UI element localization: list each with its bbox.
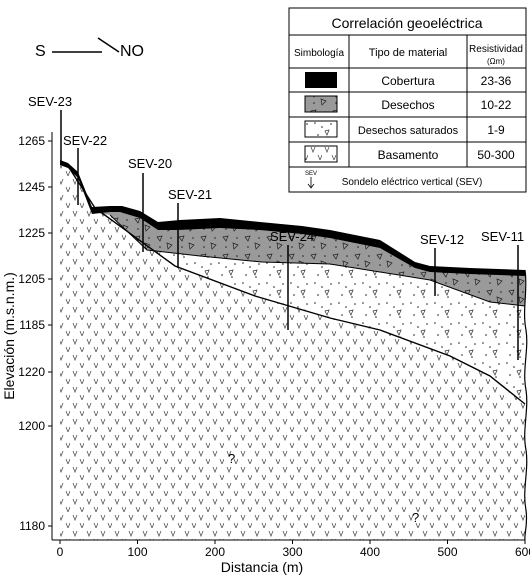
- legend-resistivity: 50-300: [477, 148, 515, 162]
- legend-swatch-desechos-saturados: [304, 120, 338, 138]
- contact-line-middle: [109, 214, 526, 307]
- legend: Correlación geoeléctrica Simbología Tipo…: [288, 7, 527, 193]
- sev-lines: [60, 110, 519, 360]
- sev-label: SEV-12: [420, 232, 464, 247]
- x-tick-label: 600: [515, 545, 530, 559]
- x-tick-label: 0: [57, 545, 64, 559]
- x-tick-label: 300: [282, 545, 302, 559]
- axes: 1265 1245 1225 1205 1185 1220 1200 1180 0 100 200…: [1, 132, 530, 575]
- y-tick-label: 1205: [18, 272, 45, 286]
- direction-northwest-label: NO: [120, 43, 144, 60]
- legend-header-material: Tipo de material: [369, 47, 447, 59]
- y-axis-title: Elevación (m.s.n.m.): [1, 272, 17, 400]
- legend-resistivity: 23-36: [481, 74, 512, 88]
- sev-label: SEV-21: [168, 187, 212, 202]
- question-mark: ?: [228, 451, 235, 466]
- x-axis-title: Distancia (m): [221, 559, 303, 575]
- x-tick-label: 100: [127, 545, 147, 559]
- direction-south-label: S: [35, 43, 46, 60]
- x-tick-label: 500: [437, 545, 457, 559]
- sev-labels: SEV-23 SEV-22 SEV-20 SEV-21 SEV-24 SEV-1…: [28, 94, 524, 247]
- sev-label: SEV-24: [270, 229, 314, 244]
- legend-sev-note: Sondelo eléctrico vertical (SEV): [342, 177, 483, 188]
- layer-desechos-saturados: [92, 208, 525, 404]
- sev-label: SEV-20: [128, 156, 172, 171]
- legend-resistivity: 10-22: [481, 98, 512, 112]
- layer-basamento: [60, 160, 525, 540]
- sev-label: SEV-23: [28, 94, 72, 109]
- y-tick-label: 1220: [18, 365, 45, 379]
- legend-resistivity: 1-9: [487, 123, 505, 137]
- y-tick-label: 1200: [18, 419, 45, 433]
- y-tick-label: 1180: [19, 519, 45, 533]
- legend-swatch-desechos: [304, 95, 338, 113]
- legend-title: Correlación geoeléctrica: [332, 15, 483, 31]
- section-break-line: [523, 269, 528, 541]
- x-tick-label: 200: [205, 545, 225, 559]
- layer-desechos: [92, 210, 525, 306]
- contact-line-lower: [67, 165, 526, 405]
- sev-label: SEV-11: [481, 229, 524, 244]
- legend-header-symbol: Simbología: [294, 48, 344, 59]
- legend-material: Desechos: [381, 98, 434, 112]
- legend-swatch-basamento: [304, 145, 338, 163]
- layer-group: [60, 160, 528, 541]
- question-mark: ?: [412, 510, 419, 525]
- y-tick-label: 1245: [18, 180, 45, 194]
- legend-header-resistivity: Resistividad: [469, 44, 523, 55]
- legend-sev-symbol-text: SEV: [305, 171, 317, 177]
- direction-arrow-icon: [52, 37, 120, 53]
- y-tick-label: 1265: [18, 134, 45, 148]
- y-tick-label: 1185: [19, 318, 45, 332]
- x-axis-ticks: 0 100 200 300 400 500 600: [57, 540, 530, 559]
- sev-arrow-icon: [307, 177, 315, 189]
- legend-header-unit: (Ωm): [487, 57, 505, 66]
- x-tick-label: 400: [360, 545, 380, 559]
- legend-material: Basamento: [378, 148, 439, 162]
- legend-material: Cobertura: [381, 74, 435, 88]
- y-tick-label: 1225: [18, 226, 45, 240]
- legend-material: Desechos saturados: [358, 125, 459, 137]
- sev-label: SEV-22: [63, 133, 107, 148]
- y-axis-ticks: 1265 1245 1225 1205 1185 1220 1200 1180: [18, 134, 52, 533]
- legend-swatch-cobertura: [305, 72, 337, 88]
